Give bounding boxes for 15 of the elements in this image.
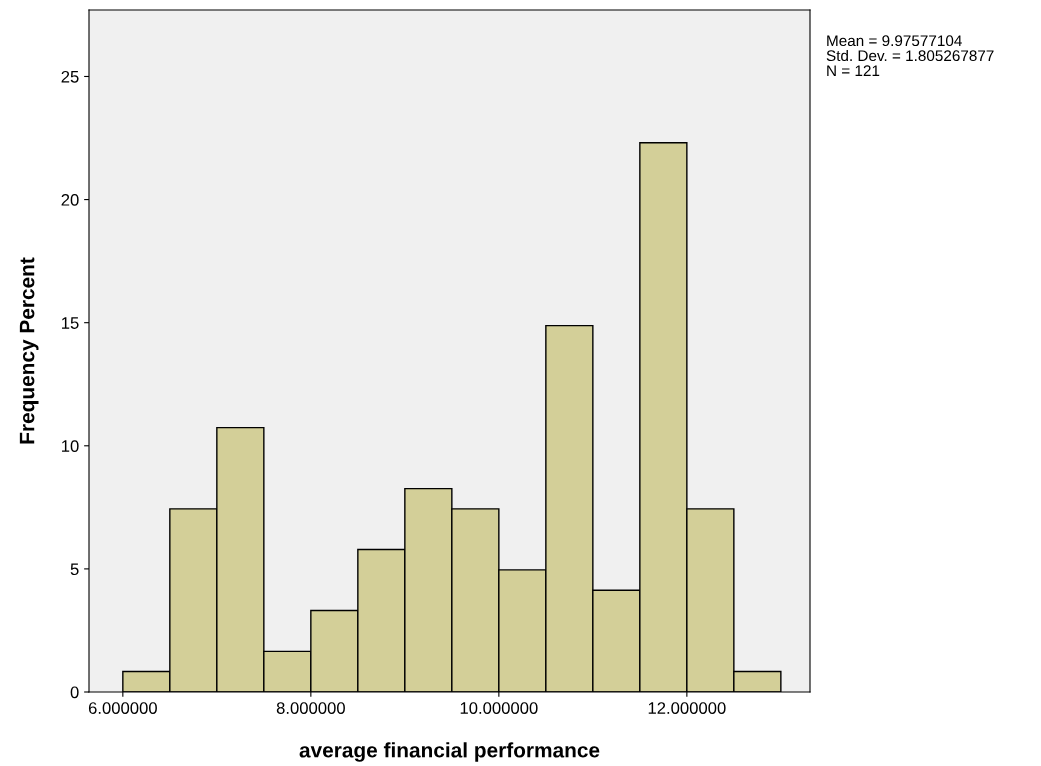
y-tick-label: 0 [70,686,79,699]
y-axis-title: Frequency Percent [19,257,39,444]
x-tick-label: 10.000000 [460,702,538,714]
y-tick-label: 5 [70,563,79,576]
y-tick-label: 15 [62,317,79,329]
x-axis-title: average financial performance [299,742,600,762]
y-tick-label: 20 [61,193,79,206]
text: Mean = 9.97577104 [827,35,962,47]
x-tick-label: 6.000000 [88,702,157,714]
x-tick-label: 12.000000 [648,702,726,714]
x-tick-label: 8.000000 [276,702,345,714]
text: Std. Dev. = 1.805267877 [826,49,994,62]
text: N = 121 [827,65,880,76]
y-tick-label: 25 [61,70,79,83]
y-tick-label: 10 [62,440,79,452]
